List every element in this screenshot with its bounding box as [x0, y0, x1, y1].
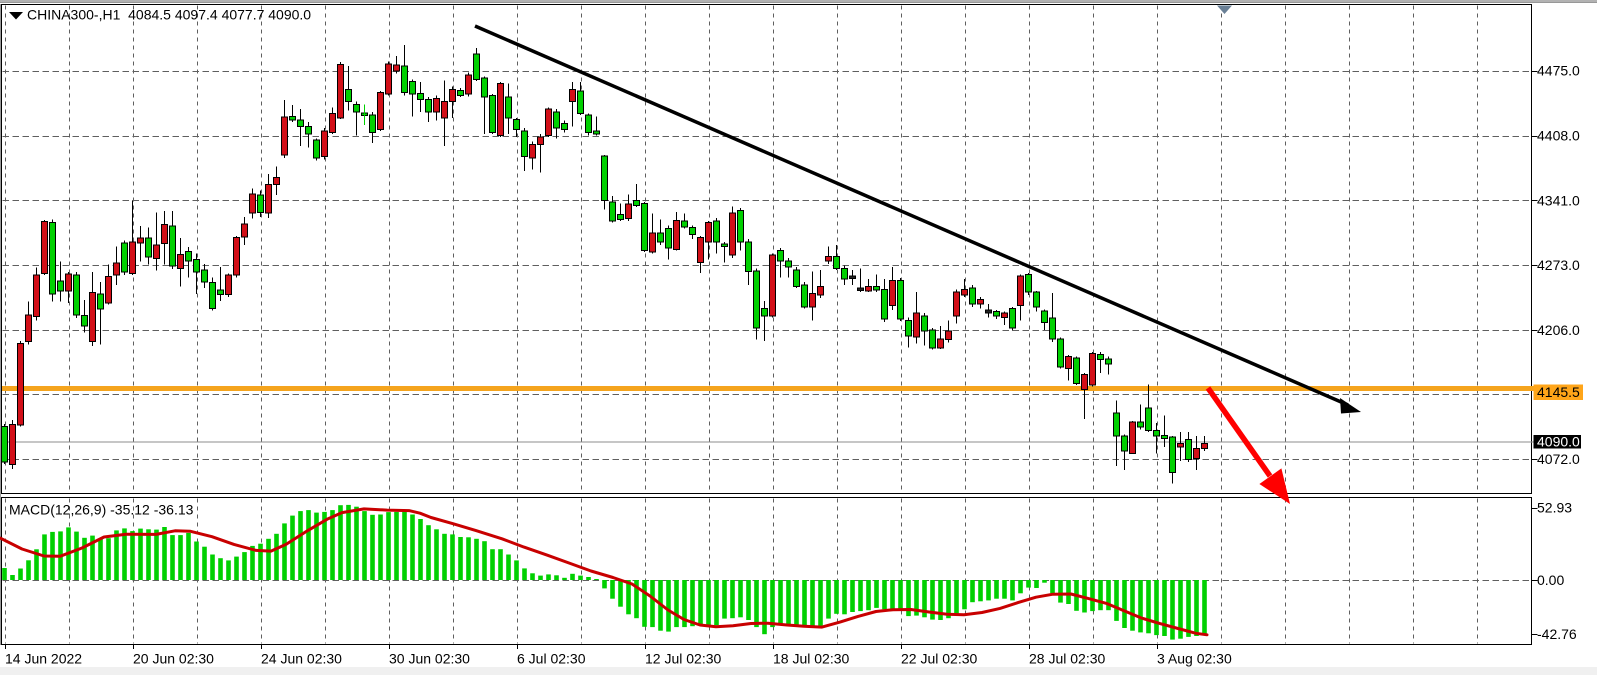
svg-text:3 Aug 02:30: 3 Aug 02:30: [1157, 651, 1232, 667]
svg-text:MACD(12,26,9) -35.12 -36.13: MACD(12,26,9) -35.12 -36.13: [9, 502, 194, 518]
svg-text:4145.5: 4145.5: [1537, 384, 1580, 400]
svg-text:22 Jul 02:30: 22 Jul 02:30: [901, 651, 977, 667]
svg-text:-42.76: -42.76: [1537, 626, 1577, 642]
svg-text:4090.0: 4090.0: [1537, 434, 1580, 450]
svg-text:12 Jul 02:30: 12 Jul 02:30: [645, 651, 721, 667]
svg-text:4206.0: 4206.0: [1537, 322, 1580, 338]
svg-text:4475.0: 4475.0: [1537, 63, 1580, 79]
svg-text:28 Jul 02:30: 28 Jul 02:30: [1029, 651, 1105, 667]
svg-text:30 Jun 02:30: 30 Jun 02:30: [389, 651, 470, 667]
svg-text:0.00: 0.00: [1537, 572, 1564, 588]
svg-text:4408.0: 4408.0: [1537, 128, 1580, 144]
svg-text:4273.0: 4273.0: [1537, 257, 1580, 273]
svg-text:4072.0: 4072.0: [1537, 451, 1580, 467]
svg-text:18 Jul 02:30: 18 Jul 02:30: [773, 651, 849, 667]
svg-text:CHINA300-,H1 4084.5 4097.4 40: CHINA300-,H1 4084.5 4097.4 4077.7 4090.0: [27, 7, 311, 23]
svg-text:14 Jun 2022: 14 Jun 2022: [5, 651, 82, 667]
svg-text:6 Jul 02:30: 6 Jul 02:30: [517, 651, 586, 667]
svg-text:52.93: 52.93: [1537, 500, 1572, 516]
svg-text:24 Jun 02:30: 24 Jun 02:30: [261, 651, 342, 667]
svg-text:20 Jun 02:30: 20 Jun 02:30: [133, 651, 214, 667]
svg-text:4341.0: 4341.0: [1537, 192, 1580, 208]
